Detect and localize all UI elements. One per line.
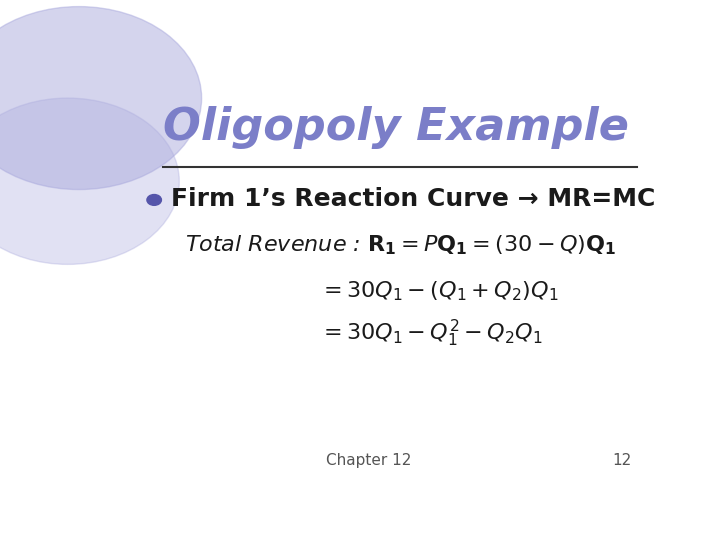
Text: $= 30Q_1 - Q_1^2 - Q_2Q_1$: $= 30Q_1 - Q_1^2 - Q_2Q_1$ <box>319 318 543 349</box>
Circle shape <box>0 98 179 265</box>
Circle shape <box>0 6 202 190</box>
Text: 12: 12 <box>612 453 631 468</box>
Text: Chapter 12: Chapter 12 <box>326 453 412 468</box>
Text: Total Revenue : $\mathbf{R_1} = \mathbf{\mathit{P}}\mathbf{Q_1} = (30 - \mathbf{: Total Revenue : $\mathbf{R_1} = \mathbf{… <box>185 234 616 258</box>
Text: Firm 1’s Reaction Curve → MR=MC: Firm 1’s Reaction Curve → MR=MC <box>171 187 655 211</box>
Circle shape <box>147 194 161 205</box>
Text: $= 30Q_1 - (Q_1 + Q_2)Q_1$: $= 30Q_1 - (Q_1 + Q_2)Q_1$ <box>319 280 558 303</box>
Text: Oligopoly Example: Oligopoly Example <box>163 106 629 150</box>
